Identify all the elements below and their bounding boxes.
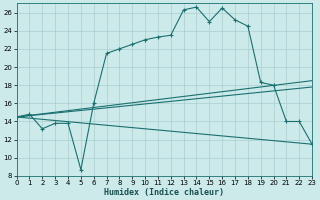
X-axis label: Humidex (Indice chaleur): Humidex (Indice chaleur) bbox=[104, 188, 224, 197]
